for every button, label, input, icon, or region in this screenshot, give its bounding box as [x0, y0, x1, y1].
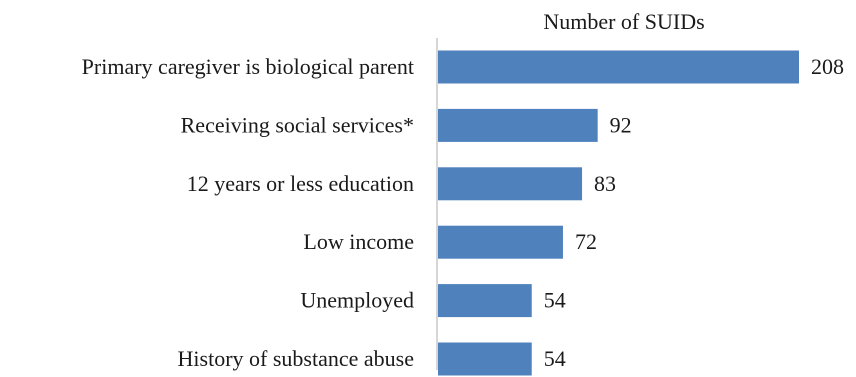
value-label-1: 92	[610, 112, 632, 137]
value-label-5: 54	[544, 346, 566, 371]
bar-2	[438, 167, 583, 201]
category-label-0: Primary caregiver is biological parent	[82, 54, 414, 79]
value-label-2: 83	[594, 171, 616, 196]
category-label-4: Unemployed	[300, 288, 414, 313]
value-labels-group: 208 92 83 72 54 54	[544, 54, 844, 371]
category-label-2: 12 years or less education	[187, 171, 414, 196]
bar-5	[438, 342, 532, 376]
bar-4	[438, 284, 532, 318]
category-labels-group: Primary caregiver is biological parent Re…	[82, 54, 414, 371]
bar-3	[438, 225, 563, 259]
bar-0	[438, 50, 799, 84]
bar-1	[438, 108, 598, 142]
bars-group	[438, 50, 799, 376]
value-label-4: 54	[544, 288, 566, 313]
value-label-0: 208	[811, 54, 844, 79]
category-label-5: History of substance abuse	[178, 346, 414, 371]
category-label-3: Low income	[303, 229, 414, 254]
category-label-1: Receiving social services*	[181, 112, 414, 137]
chart-title: Number of SUIDs	[543, 9, 704, 34]
value-label-3: 72	[575, 229, 597, 254]
